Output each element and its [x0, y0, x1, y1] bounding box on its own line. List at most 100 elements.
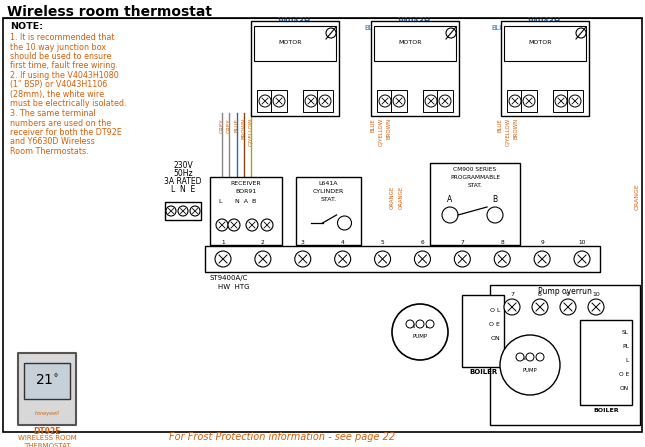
- Circle shape: [536, 353, 544, 361]
- Circle shape: [273, 95, 285, 107]
- Circle shape: [375, 251, 391, 267]
- Circle shape: [425, 95, 437, 107]
- Text: $21^{\circ}$: $21^{\circ}$: [35, 374, 59, 388]
- Bar: [371, 21, 459, 116]
- Text: Room Thermostats.: Room Thermostats.: [10, 147, 88, 156]
- Text: ON: ON: [620, 385, 629, 391]
- Bar: [165, 202, 201, 220]
- Circle shape: [319, 95, 331, 107]
- Text: BOILER: BOILER: [593, 408, 619, 413]
- Text: STAT.: STAT.: [321, 197, 337, 202]
- Circle shape: [406, 320, 414, 328]
- Text: ORANGE: ORANGE: [390, 186, 395, 209]
- Bar: [490, 285, 640, 425]
- Text: BROWN: BROWN: [513, 118, 519, 139]
- Text: numbers are used on the: numbers are used on the: [10, 118, 111, 127]
- Text: the 10 way junction box: the 10 way junction box: [10, 42, 106, 51]
- Circle shape: [295, 251, 311, 267]
- Circle shape: [526, 353, 534, 361]
- Text: WIRELESS ROOM: WIRELESS ROOM: [17, 435, 76, 441]
- Text: ORANGE: ORANGE: [635, 184, 639, 211]
- Text: L: L: [626, 358, 629, 363]
- Circle shape: [305, 95, 317, 107]
- Circle shape: [261, 219, 273, 231]
- Text: PROGRAMMABLE: PROGRAMMABLE: [450, 175, 500, 180]
- Text: G/YELLOW: G/YELLOW: [506, 118, 510, 146]
- Text: B: B: [492, 195, 497, 204]
- Text: 2: 2: [261, 240, 264, 245]
- Bar: [317, 90, 333, 112]
- Text: 5: 5: [381, 240, 384, 245]
- Circle shape: [392, 304, 448, 360]
- Text: GREY: GREY: [226, 118, 232, 133]
- Text: HTG2: HTG2: [533, 33, 557, 42]
- Text: V4043H: V4043H: [528, 17, 562, 26]
- Bar: [391, 90, 407, 112]
- Bar: [303, 90, 319, 112]
- Bar: [205, 246, 600, 272]
- Bar: [271, 90, 287, 112]
- Text: For Frost Protection information - see page 22: For Frost Protection information - see p…: [170, 432, 395, 442]
- Circle shape: [337, 216, 352, 230]
- Text: (1" BSP) or V4043H1106: (1" BSP) or V4043H1106: [10, 80, 107, 89]
- Circle shape: [509, 95, 521, 107]
- Text: 3: 3: [301, 240, 304, 245]
- Bar: [437, 90, 453, 112]
- Text: should be used to ensure: should be used to ensure: [10, 52, 112, 61]
- Text: MOTOR: MOTOR: [528, 41, 551, 46]
- Text: PUMP: PUMP: [522, 367, 537, 372]
- Text: and Y6630D Wireless: and Y6630D Wireless: [10, 138, 95, 147]
- Text: L: L: [218, 199, 222, 204]
- Circle shape: [516, 353, 524, 361]
- Circle shape: [504, 299, 520, 315]
- Bar: [501, 21, 589, 116]
- Text: 4: 4: [341, 240, 344, 245]
- Circle shape: [426, 320, 434, 328]
- Text: G/YELLOW: G/YELLOW: [379, 118, 384, 146]
- Text: ORANGE: ORANGE: [399, 186, 404, 209]
- Text: must be electrically isolated.: must be electrically isolated.: [10, 100, 126, 109]
- Text: SL: SL: [622, 329, 629, 334]
- Text: L641A: L641A: [319, 181, 338, 186]
- Text: BLUE: BLUE: [364, 25, 382, 31]
- Text: BROWN: BROWN: [386, 118, 392, 139]
- Bar: [567, 90, 583, 112]
- Circle shape: [487, 207, 503, 223]
- Text: Pump overrun: Pump overrun: [538, 287, 592, 296]
- Text: 1. It is recommended that: 1. It is recommended that: [10, 33, 115, 42]
- Bar: [462, 295, 504, 367]
- Text: BOR91: BOR91: [235, 189, 257, 194]
- Text: 9: 9: [541, 240, 544, 245]
- Text: O E: O E: [489, 321, 500, 326]
- Text: PL: PL: [622, 343, 629, 349]
- Circle shape: [534, 251, 550, 267]
- Text: 7: 7: [510, 292, 514, 297]
- Bar: [251, 21, 339, 116]
- Circle shape: [416, 320, 424, 328]
- Text: 8: 8: [538, 292, 542, 297]
- Text: 50Hz: 50Hz: [174, 169, 193, 178]
- Text: BROWN: BROWN: [241, 118, 246, 139]
- Circle shape: [259, 95, 271, 107]
- Circle shape: [442, 207, 458, 223]
- Circle shape: [494, 251, 510, 267]
- Circle shape: [326, 28, 336, 38]
- Circle shape: [379, 95, 391, 107]
- Circle shape: [190, 206, 200, 216]
- Text: (28mm), the white wire: (28mm), the white wire: [10, 90, 104, 99]
- Text: 2. If using the V4043H1080: 2. If using the V4043H1080: [10, 71, 119, 80]
- Circle shape: [532, 299, 548, 315]
- Text: CYLINDER: CYLINDER: [313, 189, 344, 194]
- Text: first time, fault free wiring.: first time, fault free wiring.: [10, 62, 118, 71]
- Bar: [430, 163, 520, 245]
- Circle shape: [439, 95, 451, 107]
- Circle shape: [454, 251, 470, 267]
- Circle shape: [215, 251, 231, 267]
- Bar: [254, 26, 336, 61]
- Text: ON: ON: [490, 336, 500, 341]
- Text: 230V: 230V: [173, 161, 193, 170]
- Text: THERMOSTAT: THERMOSTAT: [24, 443, 70, 447]
- Text: receiver for both the DT92E: receiver for both the DT92E: [10, 128, 122, 137]
- Text: CM900 SERIES: CM900 SERIES: [453, 167, 497, 172]
- Circle shape: [446, 28, 456, 38]
